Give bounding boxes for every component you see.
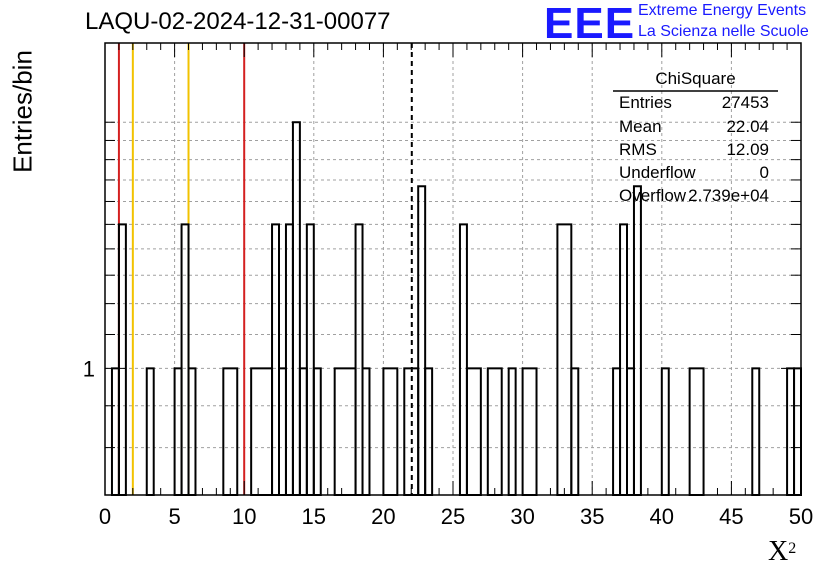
histogram-bin — [110, 367, 120, 496]
histogram-bin — [173, 367, 183, 496]
histogram-bin — [312, 367, 322, 496]
histogram-bin — [507, 367, 517, 496]
histogram-bin — [486, 367, 503, 496]
histogram-bin — [250, 367, 274, 496]
histogram-bin — [660, 367, 670, 496]
histogram-bin — [458, 223, 468, 496]
logo-line-2: La Scienza nelle Scuole — [638, 23, 809, 40]
histogram-bin — [117, 223, 127, 496]
histogram-bin — [298, 367, 308, 496]
stats-value: 2.739e+04 — [688, 186, 769, 205]
x-tick-label: 15 — [302, 504, 326, 529]
stats-key: Overflow — [619, 186, 687, 205]
histogram-bin — [222, 367, 239, 496]
histogram-bin — [626, 367, 635, 496]
histogram-bin — [612, 367, 622, 496]
histogram-bin — [361, 367, 371, 496]
histogram-bin — [793, 367, 802, 496]
histogram-bin — [570, 367, 580, 496]
histogram-bin — [556, 223, 573, 496]
stats-key: RMS — [619, 140, 657, 159]
stats-key: Mean — [619, 117, 662, 136]
x-tick-label: 30 — [510, 504, 534, 529]
histogram-bin — [382, 367, 399, 496]
stats-box-title: ChiSquare — [655, 69, 736, 88]
histogram-bin — [271, 223, 281, 496]
chart-title: LAQU-02-2024-12-31-00077 — [85, 8, 391, 35]
histogram-bin — [619, 223, 628, 496]
x-tick-label: 40 — [650, 504, 674, 529]
y-tick-label: 1 — [83, 356, 95, 381]
histogram-bin — [417, 185, 427, 496]
histogram-bin — [291, 121, 301, 496]
x-tick-label: 0 — [99, 504, 111, 529]
histogram-bin — [354, 223, 364, 496]
x-tick-label: 35 — [580, 504, 604, 529]
histogram-bin — [786, 367, 796, 496]
logo-line-1: Extreme Energy Events — [638, 2, 807, 19]
stats-value: 12.09 — [726, 140, 769, 159]
histogram-bin — [521, 367, 538, 496]
histogram-bin — [632, 185, 642, 496]
eee-logo: EEE — [544, 0, 636, 48]
histogram-bin — [187, 367, 197, 496]
x-tick-label: 20 — [371, 504, 395, 529]
histogram-bin — [465, 367, 482, 496]
x-tick-label: 25 — [441, 504, 465, 529]
histogram-bin — [284, 223, 294, 496]
y-axis-label: Entries/bin — [7, 50, 38, 173]
stats-key: Underflow — [619, 163, 696, 182]
x-tick-label: 10 — [232, 504, 256, 529]
stats-value: 22.04 — [726, 117, 769, 136]
stats-value: 27453 — [721, 93, 769, 112]
stats-value: 0 — [759, 163, 769, 182]
x-tick-label: 45 — [719, 504, 743, 529]
x-tick-label: 50 — [789, 504, 813, 529]
histogram-bin — [305, 223, 315, 496]
histogram-bin — [688, 367, 705, 496]
x-axis-label: X2 — [768, 536, 797, 567]
stats-key: Entries — [619, 93, 672, 112]
histogram-bin — [333, 367, 357, 496]
histogram-bin — [145, 367, 155, 496]
histogram-bin — [424, 367, 434, 496]
histogram-bin — [180, 223, 190, 496]
histogram-bin — [278, 367, 287, 496]
x-tick-label: 5 — [168, 504, 180, 529]
histogram-bin — [751, 367, 761, 496]
